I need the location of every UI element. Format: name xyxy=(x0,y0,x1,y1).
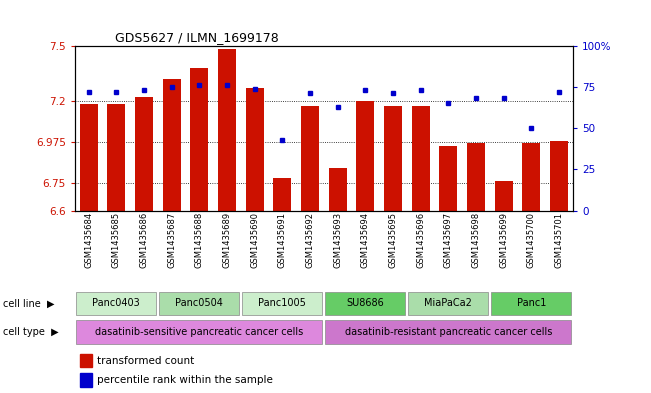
Bar xyxy=(329,169,347,211)
Bar xyxy=(356,101,374,211)
Bar xyxy=(492,292,572,315)
Bar xyxy=(80,354,92,367)
Bar xyxy=(242,292,322,315)
Text: Panc1: Panc1 xyxy=(517,298,546,309)
Text: GSM1435697: GSM1435697 xyxy=(444,212,453,268)
Text: Panc1005: Panc1005 xyxy=(258,298,307,309)
Text: GSM1435690: GSM1435690 xyxy=(250,212,259,268)
Text: SU8686: SU8686 xyxy=(346,298,384,309)
Text: transformed count: transformed count xyxy=(97,356,195,366)
Text: GSM1435696: GSM1435696 xyxy=(416,212,425,268)
Bar xyxy=(218,49,236,211)
Bar xyxy=(301,106,319,211)
Text: Panc0403: Panc0403 xyxy=(92,298,140,309)
Text: GSM1435694: GSM1435694 xyxy=(361,212,370,268)
Text: GSM1435700: GSM1435700 xyxy=(527,212,536,268)
Bar xyxy=(190,68,208,211)
Text: percentile rank within the sample: percentile rank within the sample xyxy=(97,375,273,386)
Bar xyxy=(107,104,126,211)
Text: GSM1435699: GSM1435699 xyxy=(499,212,508,268)
Text: GSM1435691: GSM1435691 xyxy=(278,212,287,268)
Bar xyxy=(326,292,406,315)
Text: GSM1435684: GSM1435684 xyxy=(84,212,93,268)
Text: Panc0504: Panc0504 xyxy=(175,298,223,309)
Bar xyxy=(159,292,240,315)
Text: MiaPaCa2: MiaPaCa2 xyxy=(424,298,473,309)
Bar xyxy=(408,292,488,315)
Bar xyxy=(163,79,181,211)
Bar xyxy=(411,106,430,211)
Bar xyxy=(80,373,92,387)
Bar xyxy=(522,143,540,211)
Text: GSM1435701: GSM1435701 xyxy=(555,212,564,268)
Bar xyxy=(135,97,153,211)
Text: GSM1435698: GSM1435698 xyxy=(471,212,480,268)
Bar xyxy=(76,320,322,343)
Bar xyxy=(273,178,292,211)
Bar xyxy=(384,106,402,211)
Bar xyxy=(495,181,513,211)
Text: dasatinib-sensitive pancreatic cancer cells: dasatinib-sensitive pancreatic cancer ce… xyxy=(95,327,303,337)
Text: GSM1435688: GSM1435688 xyxy=(195,212,204,268)
Bar xyxy=(467,143,485,211)
Text: dasatinib-resistant pancreatic cancer cells: dasatinib-resistant pancreatic cancer ce… xyxy=(344,327,552,337)
Bar xyxy=(76,292,156,315)
Text: GSM1435685: GSM1435685 xyxy=(112,212,121,268)
Text: GSM1435686: GSM1435686 xyxy=(139,212,148,268)
Bar xyxy=(550,141,568,211)
Text: GSM1435687: GSM1435687 xyxy=(167,212,176,268)
Text: GSM1435695: GSM1435695 xyxy=(389,212,398,268)
Text: cell line  ▶: cell line ▶ xyxy=(3,298,55,309)
Text: GDS5627 / ILMN_1699178: GDS5627 / ILMN_1699178 xyxy=(115,31,279,44)
Bar xyxy=(245,88,264,211)
Bar xyxy=(439,147,458,211)
Text: GSM1435693: GSM1435693 xyxy=(333,212,342,268)
Bar xyxy=(79,104,98,211)
Text: GSM1435689: GSM1435689 xyxy=(223,212,232,268)
Text: GSM1435692: GSM1435692 xyxy=(305,212,314,268)
Bar xyxy=(326,320,572,343)
Text: cell type  ▶: cell type ▶ xyxy=(3,327,59,337)
